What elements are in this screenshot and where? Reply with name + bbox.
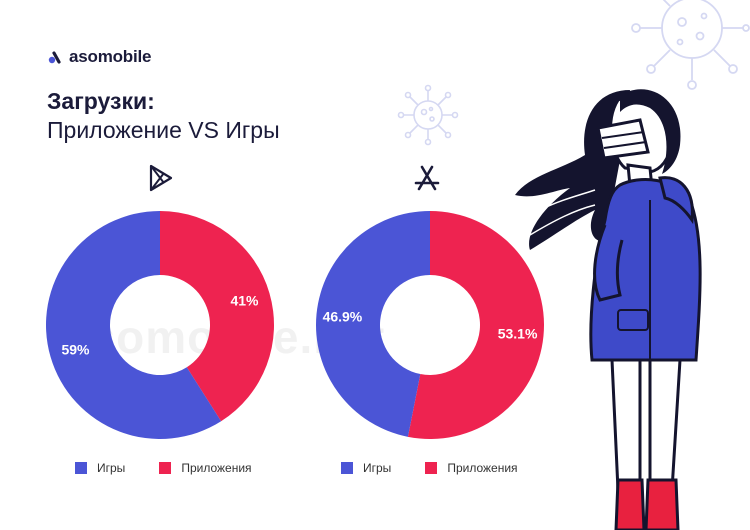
girl-illustration <box>515 89 702 530</box>
donut-slice-games <box>46 211 222 439</box>
page-title: Загрузки: <box>47 88 155 114</box>
legend-label: Игры <box>97 461 126 475</box>
app-store-legend: Игры Приложения <box>341 461 518 475</box>
legend-item-apps: Приложения <box>425 461 518 475</box>
page-subtitle: Приложение VS Игры <box>47 117 280 143</box>
donut-slice-apps <box>160 211 275 422</box>
donut-slice-apps <box>407 211 544 439</box>
asomobile-logo-icon <box>48 51 61 64</box>
legend-swatch-games <box>75 462 87 474</box>
legend-label: Приложения <box>181 461 252 475</box>
data-label-apps: 41% <box>230 292 259 308</box>
brand-logo: asomobile <box>48 47 151 67</box>
legend-swatch-games <box>341 462 353 474</box>
google-play-donut-chart: 41% 59% <box>46 211 275 439</box>
legend-item-games: Игры <box>75 461 125 475</box>
donut-slice-games <box>316 211 430 437</box>
app-store-donut-chart: 53.1% 46.9% <box>316 211 544 439</box>
legend-label: Приложения <box>447 461 518 475</box>
legend-item-games: Игры <box>341 461 391 475</box>
legend-swatch-apps <box>159 462 172 474</box>
legend-item-apps: Приложения <box>159 461 252 475</box>
data-label-games: 59% <box>61 342 90 358</box>
legend-label: Игры <box>363 461 392 475</box>
data-label-games: 46.9% <box>323 308 363 324</box>
data-label-apps: 53.1% <box>498 326 538 342</box>
brand-name: asomobile <box>69 47 152 66</box>
app-store-icon <box>414 165 440 191</box>
google-play-icon <box>149 164 173 192</box>
virus-icon <box>397 84 459 146</box>
virus-icon <box>631 0 750 90</box>
legend-swatch-apps <box>425 462 438 474</box>
google-play-legend: Игры Приложения <box>75 461 252 475</box>
